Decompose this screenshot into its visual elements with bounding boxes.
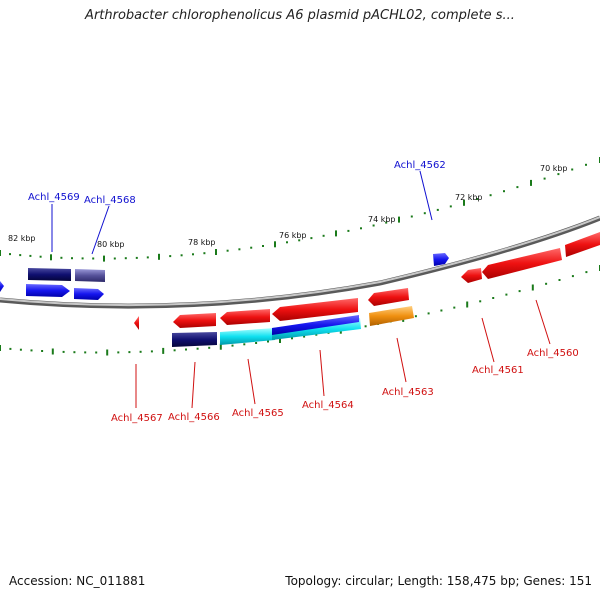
plasmid-backbone-highlight — [0, 216, 600, 307]
gene-achl-4563[interactable] — [368, 288, 409, 306]
kbp-label-78: 78 kbp — [188, 238, 216, 247]
leader-achl-4564 — [319, 349, 325, 397]
gene-achl-4564[interactable] — [272, 298, 358, 321]
gene-achl-4566[interactable] — [173, 313, 216, 328]
gene-achl-4560[interactable] — [482, 248, 562, 279]
outer-tick-row — [0, 157, 600, 262]
accession-text: Accession: NC_011881 — [9, 574, 146, 588]
kbp-label-76: 76 kbp — [279, 231, 307, 240]
gene-label-achl-4564[interactable]: Achl_4564 — [302, 400, 354, 411]
gene-label-achl-4567[interactable]: Achl_4567 — [111, 413, 163, 424]
gene-label-achl-4565[interactable]: Achl_4565 — [232, 408, 284, 419]
gene-label-achl-4566[interactable]: Achl_4566 — [168, 412, 220, 423]
gene-label-achl-4560[interactable]: Achl_4560 — [527, 348, 579, 359]
leader-achl-4563 — [396, 337, 407, 383]
label-leader-lines — [51, 170, 551, 409]
gene-achl-4565[interactable] — [220, 309, 270, 325]
gene-label-achl-4569[interactable]: Achl_4569 — [28, 192, 80, 203]
gene-achl-4568[interactable] — [74, 288, 104, 300]
leader-achl-4568 — [91, 205, 110, 255]
gene-partial-right[interactable] — [565, 232, 600, 257]
gene-partial-left[interactable] — [0, 281, 4, 292]
gene-achl-4569-upper[interactable] — [28, 268, 71, 281]
leader-achl-4560 — [535, 299, 551, 345]
gene-achl-4569[interactable] — [26, 284, 70, 297]
kbp-label-80: 80 kbp — [97, 240, 125, 249]
gene-label-achl-4561[interactable]: Achl_4561 — [472, 365, 524, 376]
gene-achl-4561[interactable] — [461, 268, 482, 283]
gene-achl-4562[interactable] — [433, 253, 449, 266]
kbp-label-70: 70 kbp — [540, 164, 568, 173]
gene-achl-4563-lower[interactable] — [369, 306, 414, 326]
gene-achl-4564-lower[interactable] — [272, 315, 359, 335]
leader-achl-4565 — [247, 358, 256, 405]
map-title: Arthrobacter chlorophenolicus A6 plasmid… — [85, 8, 515, 23]
leader-achl-4561 — [481, 317, 495, 363]
leader-achl-4566 — [191, 361, 196, 409]
gene-achl-4565-lower[interactable] — [220, 328, 275, 345]
kbp-label-82: 82 kbp — [8, 234, 36, 243]
kbp-label-74: 74 kbp — [368, 215, 396, 224]
gene-achl-4567[interactable] — [134, 316, 139, 330]
gene-label-achl-4562[interactable]: Achl_4562 — [394, 160, 446, 171]
leader-achl-4562 — [419, 170, 433, 221]
gene-label-achl-4563[interactable]: Achl_4563 — [382, 387, 434, 398]
kbp-label-72: 72 kbp — [455, 193, 483, 202]
gene-achl-4566-lower[interactable] — [172, 332, 217, 347]
topology-summary: Topology: circular; Length: 158,475 bp; … — [285, 574, 592, 588]
gene-label-achl-4568[interactable]: Achl_4568 — [84, 195, 136, 206]
gene-achl-4568-upper[interactable] — [75, 269, 105, 282]
